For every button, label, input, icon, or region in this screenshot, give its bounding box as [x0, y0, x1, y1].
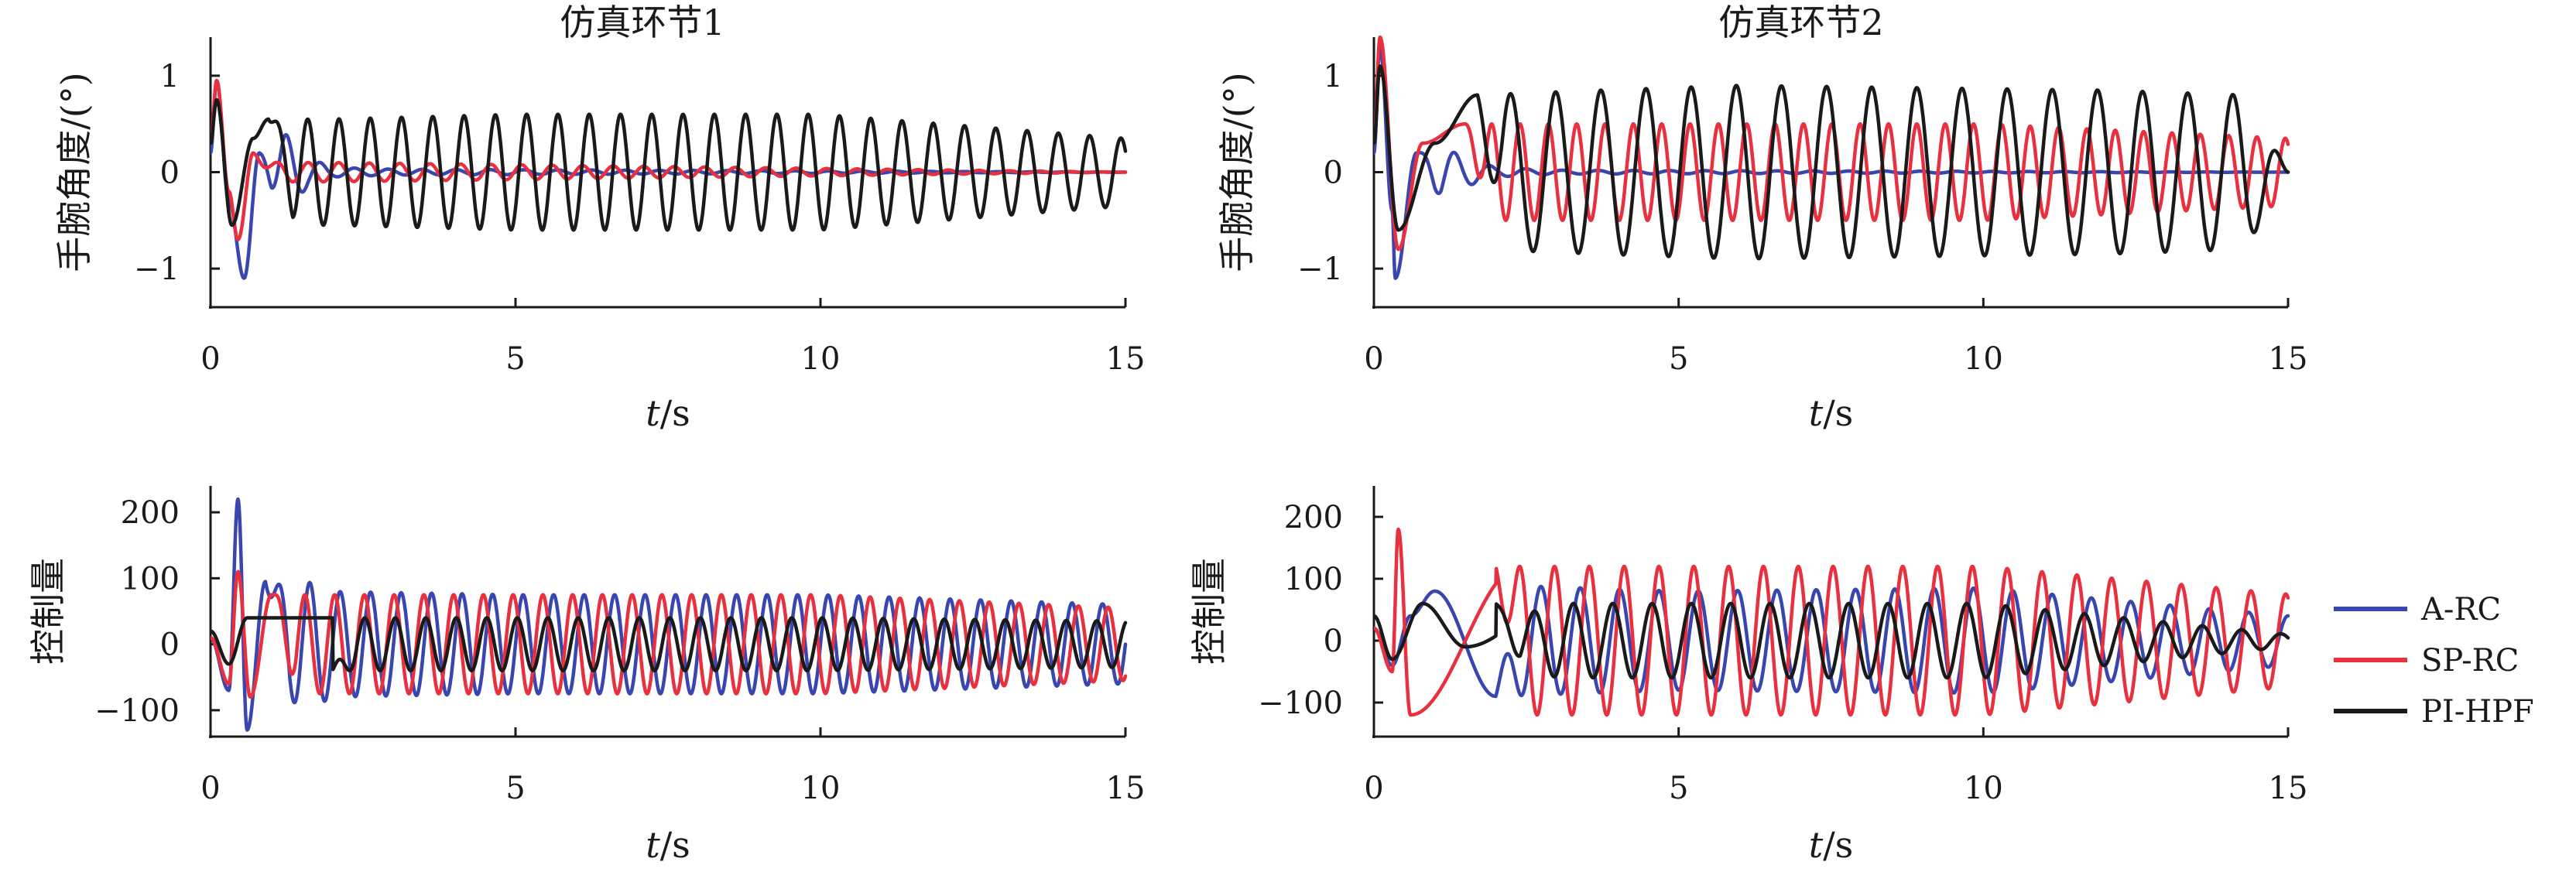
x-tick-label: 5 [505, 771, 525, 806]
y-tick-label: 200 [121, 495, 180, 531]
y-tick-label: −1 [1297, 251, 1343, 287]
y-tick-label: 0 [160, 627, 180, 663]
x-tick-label: 15 [2269, 341, 2308, 377]
x-tick-label: 0 [200, 771, 220, 806]
y-tick-label: 0 [160, 156, 180, 191]
y-axis-title: 控制量 [1188, 558, 1230, 665]
y-tick-label: −100 [1258, 686, 1343, 721]
series-line-pi-hpf [1374, 64, 2290, 261]
series-line-pi-hpf [211, 97, 1128, 232]
y-tick-label: 100 [121, 561, 180, 597]
legend: A-RC SP-RC PI-HPF [2334, 592, 2534, 730]
series-line-sp-rc [211, 569, 1128, 699]
y-tick-label: 0 [1324, 156, 1343, 191]
legend-label-sp-rc: SP-RC [2421, 643, 2519, 679]
y-axis-title: 手腕角度/(°) [1216, 72, 1258, 272]
plot-bottom-left: 0 5 10 15 −100 0 100 200 t/s 控制量 [27, 486, 1145, 866]
series-line-sp-rc [1374, 527, 2290, 717]
series-line-pi-hpf [1374, 601, 2290, 680]
x-tick-label: 15 [1106, 341, 1146, 377]
x-tick-label: 5 [505, 341, 525, 377]
series-line-pi-hpf [211, 616, 1128, 672]
y-tick-label: −100 [94, 693, 180, 729]
legend-label-pi-hpf: PI-HPF [2421, 694, 2534, 730]
legend-label-a-rc: A-RC [2420, 592, 2501, 627]
y-axis-title: 控制量 [27, 558, 69, 665]
x-axis-title: t/s [1809, 824, 1854, 866]
y-tick-label: 200 [1284, 500, 1343, 535]
plot-top-left: 0 5 10 15 −1 0 1 t/s 手腕角度/(°) [53, 37, 1145, 434]
y-axis-title: 手腕角度/(°) [53, 72, 95, 272]
y-tick-label: 1 [160, 59, 180, 94]
panel-title-1: 仿真环节1 [560, 2, 724, 43]
y-tick-label: 100 [1284, 562, 1343, 597]
x-tick-label: 10 [801, 771, 841, 806]
plot-top-right: 0 5 10 15 −1 0 1 t/s 手腕角度/(°) [1216, 35, 2308, 434]
x-axis-title: t/s [1809, 392, 1854, 434]
x-tick-label: 10 [1964, 341, 2003, 377]
plot-bottom-right: 0 5 10 15 −100 0 100 200 t/s 控制量 [1188, 486, 2307, 866]
x-tick-label: 10 [1964, 771, 2003, 806]
y-tick-label: 0 [1324, 624, 1343, 659]
series-line-sp-rc [1374, 35, 2290, 251]
x-tick-label: 0 [1364, 771, 1383, 806]
x-tick-label: 10 [801, 341, 841, 377]
x-axis-title: t/s [646, 392, 690, 434]
x-tick-label: 5 [1669, 341, 1688, 377]
x-tick-label: 15 [2269, 771, 2308, 806]
y-tick-label: −1 [134, 251, 180, 287]
x-axis-title: t/s [646, 824, 690, 866]
x-tick-label: 15 [1106, 771, 1146, 806]
panel-title-2: 仿真环节2 [1718, 2, 1883, 43]
x-tick-label: 0 [1364, 341, 1383, 377]
x-tick-label: 5 [1669, 771, 1688, 806]
x-tick-label: 0 [200, 341, 220, 377]
y-tick-label: 1 [1324, 59, 1343, 94]
